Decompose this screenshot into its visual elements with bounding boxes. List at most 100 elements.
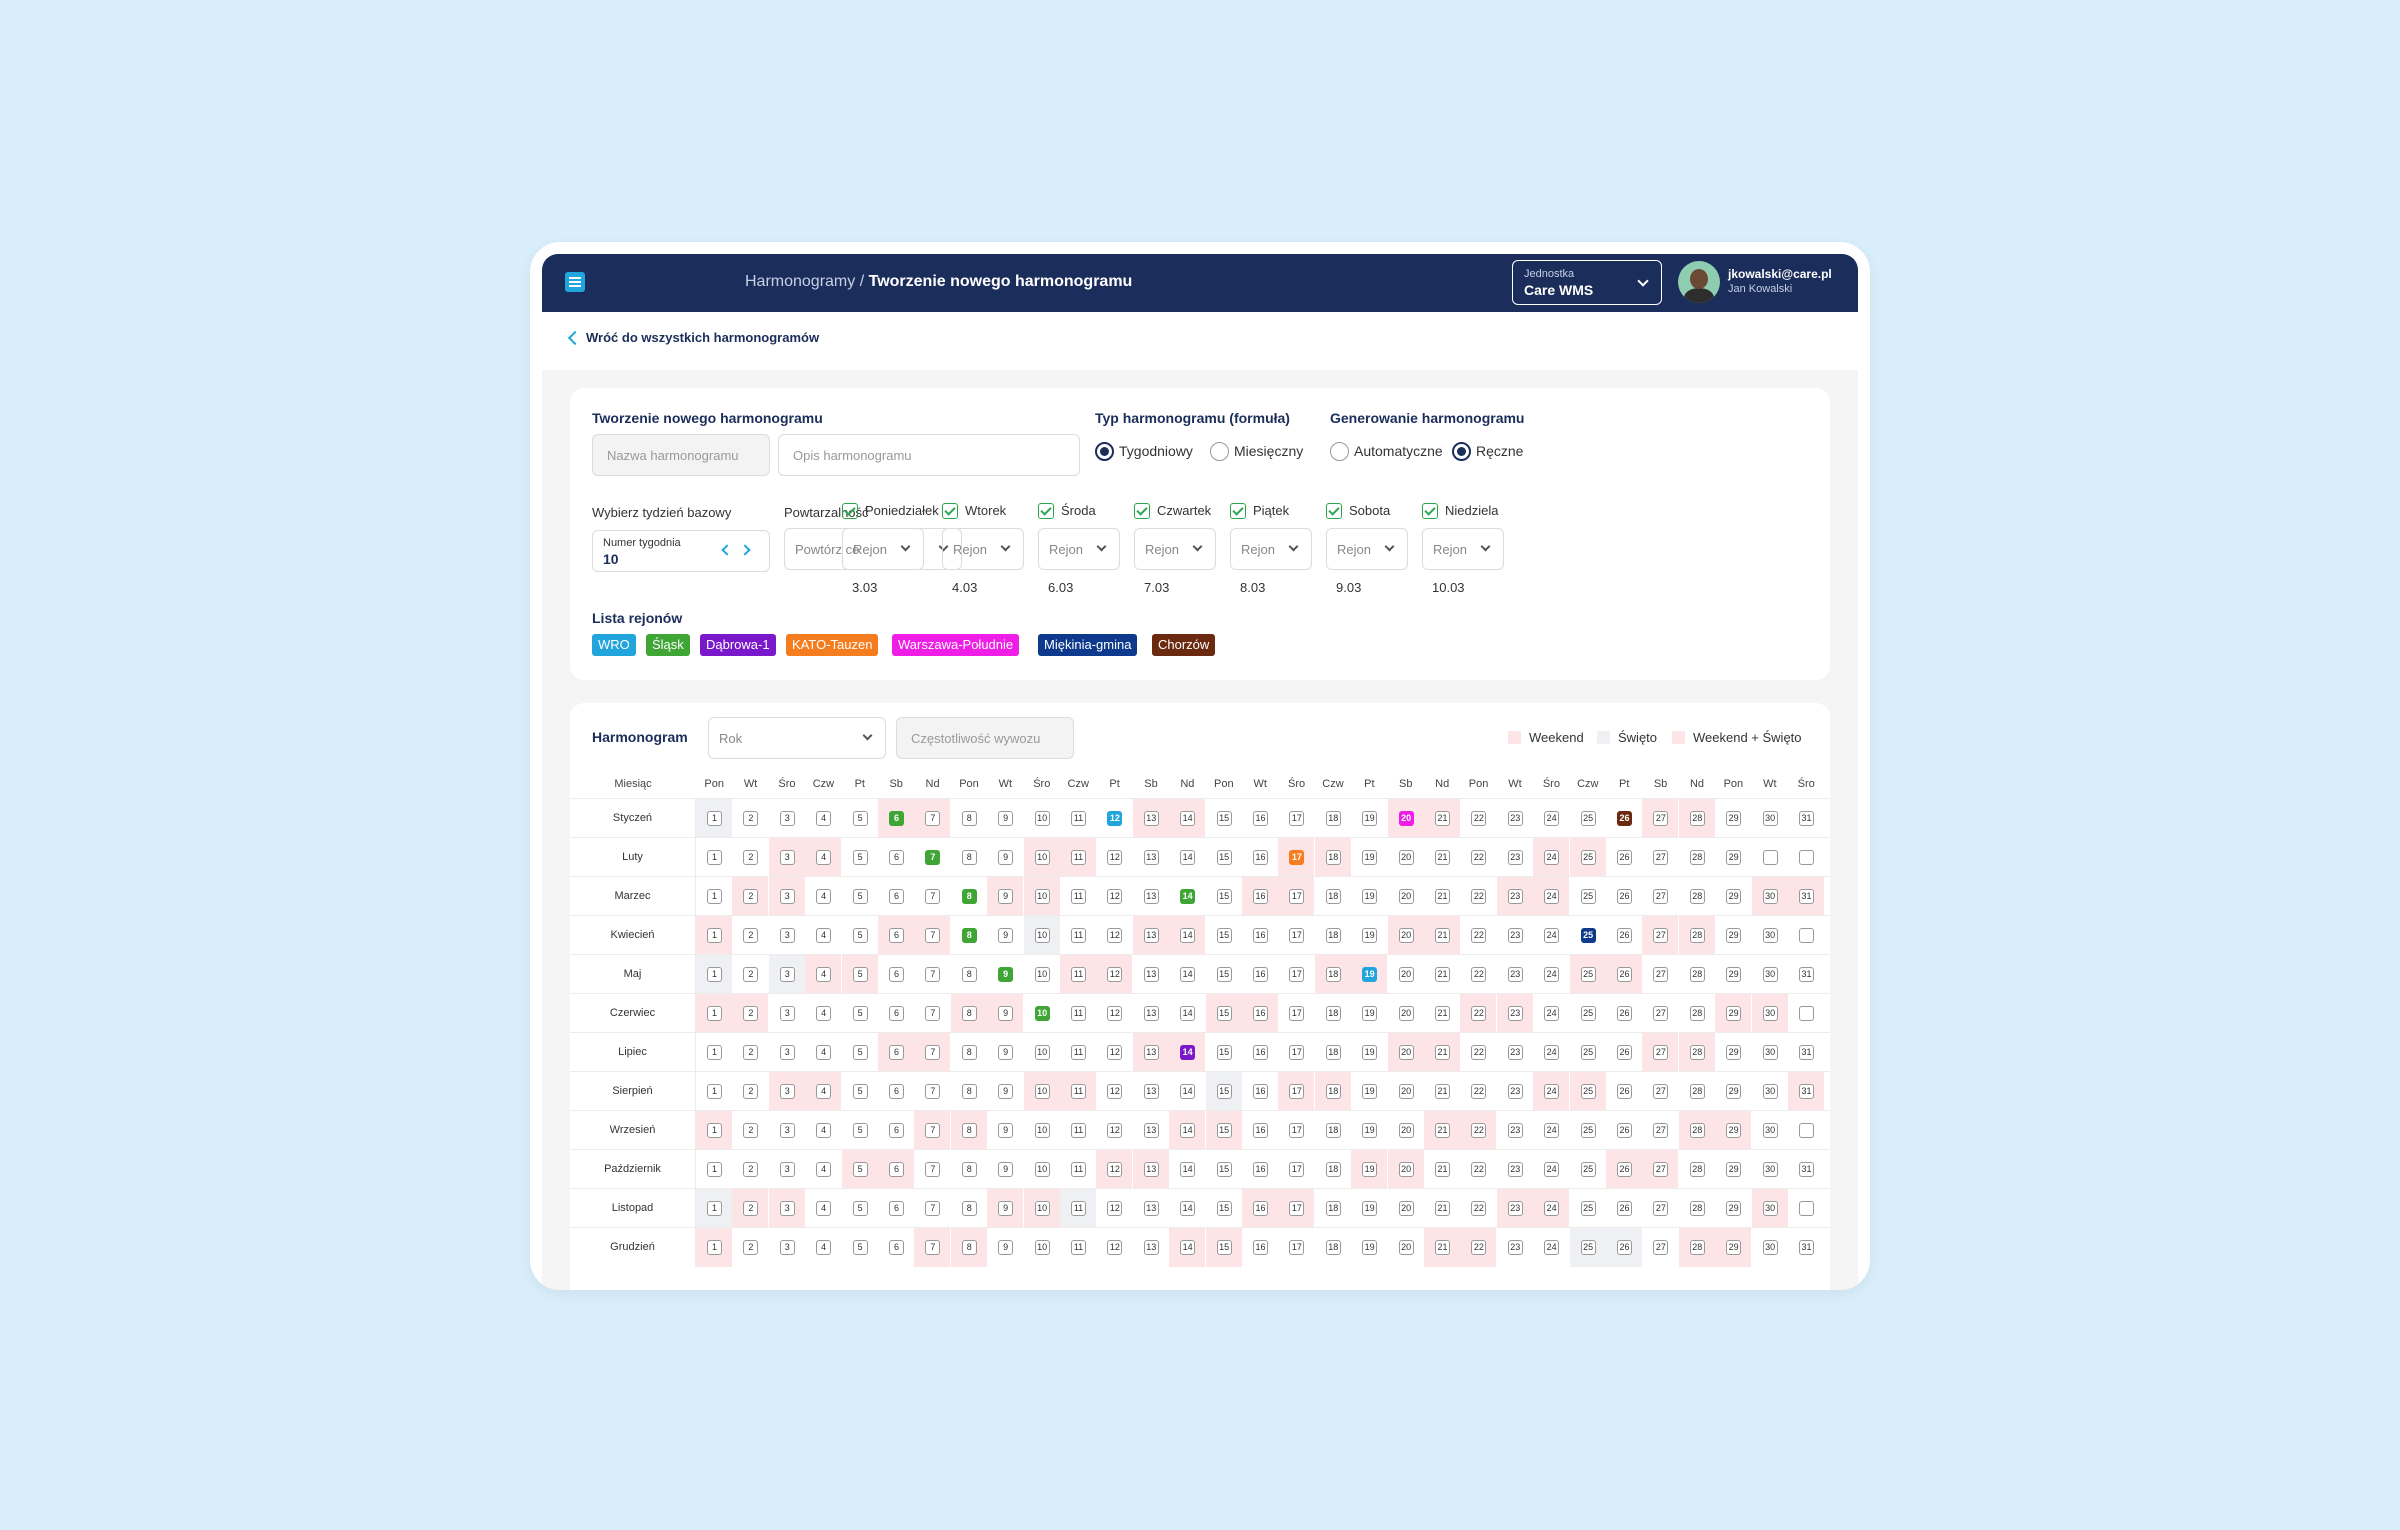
day-cell[interactable]: 6 bbox=[878, 1189, 914, 1228]
day-cell[interactable]: 20 bbox=[1387, 1033, 1424, 1072]
day-cell[interactable]: 17 bbox=[1278, 955, 1314, 994]
day-cell[interactable]: 9 bbox=[987, 1228, 1023, 1267]
day-cell[interactable]: 13 bbox=[1133, 994, 1169, 1033]
day-cell[interactable]: 17 bbox=[1278, 1072, 1315, 1111]
day-cell[interactable]: 6 bbox=[878, 994, 914, 1033]
region-tag[interactable]: Dąbrowa-1 bbox=[700, 634, 776, 656]
day-cell[interactable]: 25 bbox=[1570, 877, 1606, 916]
day-cell[interactable]: 3 bbox=[768, 955, 805, 994]
day-cell[interactable]: 22 bbox=[1460, 877, 1496, 916]
day-cell[interactable]: 3 bbox=[769, 799, 805, 838]
day-cell[interactable]: 26 bbox=[1606, 1111, 1642, 1150]
day-cell[interactable]: 19 bbox=[1351, 1189, 1387, 1228]
day-cell[interactable]: 17 bbox=[1278, 838, 1315, 877]
day-cell[interactable]: 18 bbox=[1315, 1228, 1351, 1267]
day-cell[interactable]: 10 bbox=[1024, 955, 1060, 994]
day-cell[interactable]: 27 bbox=[1642, 799, 1679, 838]
day-cell[interactable]: 1 bbox=[696, 994, 732, 1033]
day-cell[interactable]: 30 bbox=[1751, 1189, 1788, 1228]
day-cell[interactable]: 12 bbox=[1096, 1150, 1133, 1189]
day-cell[interactable]: 17 bbox=[1278, 1150, 1314, 1189]
day-cell[interactable]: 11 bbox=[1060, 1189, 1096, 1228]
day-cell[interactable]: 31 bbox=[1788, 955, 1824, 994]
day-cell[interactable]: 5 bbox=[842, 1189, 878, 1228]
day-cell[interactable]: 27 bbox=[1642, 1033, 1679, 1072]
day-cell[interactable]: 17 bbox=[1278, 799, 1314, 838]
day-cell[interactable]: 14 bbox=[1169, 1111, 1206, 1150]
day-cell[interactable]: 27 bbox=[1642, 1189, 1678, 1228]
frequency-input[interactable]: Częstotliwość wywozu bbox=[896, 717, 1074, 759]
day-cell[interactable]: 2 bbox=[732, 799, 768, 838]
day-cell[interactable]: 26 bbox=[1606, 1150, 1642, 1189]
day-cell[interactable]: 7 bbox=[914, 1150, 950, 1189]
day-cell[interactable]: 8 bbox=[951, 877, 987, 916]
day-cell[interactable]: 24 bbox=[1533, 1150, 1569, 1189]
week-number-field[interactable]: Numer tygodnia 10 bbox=[592, 530, 770, 572]
day-cell[interactable]: 10 bbox=[1024, 799, 1060, 838]
day-cell[interactable]: 20 bbox=[1388, 1072, 1424, 1111]
radio-miesieczny[interactable]: Miesięczny bbox=[1210, 442, 1303, 461]
day-cell[interactable]: 5 bbox=[842, 1033, 878, 1072]
day-cell[interactable]: 21 bbox=[1424, 1033, 1460, 1072]
day-cell[interactable]: 30 bbox=[1752, 1228, 1788, 1267]
day-cell[interactable]: 1 bbox=[696, 955, 732, 994]
day-cell[interactable]: 3 bbox=[769, 916, 805, 955]
day-cell[interactable]: 14 bbox=[1169, 1189, 1205, 1228]
day-cell[interactable]: 4 bbox=[805, 1072, 842, 1111]
day-cell[interactable]: 27 bbox=[1642, 1072, 1678, 1111]
day-cell[interactable]: 26 bbox=[1606, 916, 1642, 955]
day-cell[interactable]: 9 bbox=[987, 1111, 1023, 1150]
day-cell[interactable]: 26 bbox=[1606, 1228, 1642, 1267]
region-tag[interactable]: Śląsk bbox=[646, 634, 690, 656]
day-cell[interactable]: 30 bbox=[1752, 799, 1788, 838]
day-cell[interactable]: 29 bbox=[1715, 1189, 1751, 1228]
region-tag[interactable]: Miękinia-gmina bbox=[1038, 634, 1138, 656]
day-cell[interactable]: 7 bbox=[914, 994, 950, 1033]
day-cell[interactable]: 8 bbox=[951, 916, 987, 955]
day-cell[interactable]: 12 bbox=[1096, 955, 1133, 994]
day-cell[interactable]: 5 bbox=[842, 916, 878, 955]
day-cell[interactable]: 28 bbox=[1678, 799, 1715, 838]
day-cell[interactable]: 12 bbox=[1096, 799, 1132, 838]
day-cell[interactable]: 9 bbox=[987, 799, 1023, 838]
day-cell[interactable]: 29 bbox=[1715, 799, 1751, 838]
day-cell[interactable]: 14 bbox=[1169, 838, 1205, 877]
day-cell[interactable]: 27 bbox=[1642, 1111, 1678, 1150]
day-cell[interactable]: 25 bbox=[1570, 916, 1606, 955]
day-cell[interactable]: 23 bbox=[1497, 1111, 1533, 1150]
day-checkbox[interactable]: Sobota bbox=[1326, 503, 1390, 519]
region-dropdown[interactable]: Rejon bbox=[842, 528, 924, 570]
day-cell[interactable]: 12 bbox=[1096, 877, 1132, 916]
day-cell[interactable]: 15 bbox=[1206, 1189, 1242, 1228]
day-cell[interactable]: 20 bbox=[1388, 1189, 1424, 1228]
day-cell[interactable]: 30 bbox=[1751, 994, 1788, 1033]
day-cell[interactable]: 22 bbox=[1460, 994, 1497, 1033]
unit-select[interactable]: Jednostka Care WMS bbox=[1512, 260, 1662, 305]
day-cell[interactable]: 13 bbox=[1133, 1111, 1169, 1150]
day-cell[interactable] bbox=[1788, 1189, 1824, 1228]
day-cell[interactable]: 26 bbox=[1606, 1189, 1642, 1228]
day-cell[interactable]: 15 bbox=[1206, 877, 1242, 916]
day-cell[interactable]: 24 bbox=[1533, 1228, 1569, 1267]
day-checkbox[interactable]: Piątek bbox=[1230, 503, 1289, 519]
day-cell[interactable]: 12 bbox=[1096, 838, 1132, 877]
day-cell[interactable]: 15 bbox=[1206, 838, 1242, 877]
day-cell[interactable]: 15 bbox=[1205, 1228, 1242, 1267]
day-cell[interactable]: 31 bbox=[1788, 877, 1824, 916]
day-cell[interactable]: 4 bbox=[805, 1189, 841, 1228]
day-cell[interactable]: 19 bbox=[1351, 1033, 1387, 1072]
day-cell[interactable]: 5 bbox=[841, 955, 878, 994]
day-cell[interactable]: 2 bbox=[732, 1033, 768, 1072]
day-checkbox[interactable]: Czwartek bbox=[1134, 503, 1211, 519]
day-cell[interactable]: 16 bbox=[1242, 1228, 1278, 1267]
day-cell[interactable]: 24 bbox=[1533, 916, 1569, 955]
day-cell[interactable]: 20 bbox=[1388, 838, 1424, 877]
day-cell[interactable]: 14 bbox=[1169, 1072, 1205, 1111]
day-cell[interactable]: 24 bbox=[1533, 1111, 1569, 1150]
day-cell[interactable]: 15 bbox=[1205, 994, 1242, 1033]
day-cell[interactable]: 19 bbox=[1351, 838, 1387, 877]
day-cell[interactable]: 24 bbox=[1533, 1189, 1570, 1228]
day-cell[interactable]: 11 bbox=[1060, 916, 1096, 955]
day-cell[interactable]: 6 bbox=[878, 1072, 914, 1111]
day-cell[interactable]: 1 bbox=[696, 877, 732, 916]
